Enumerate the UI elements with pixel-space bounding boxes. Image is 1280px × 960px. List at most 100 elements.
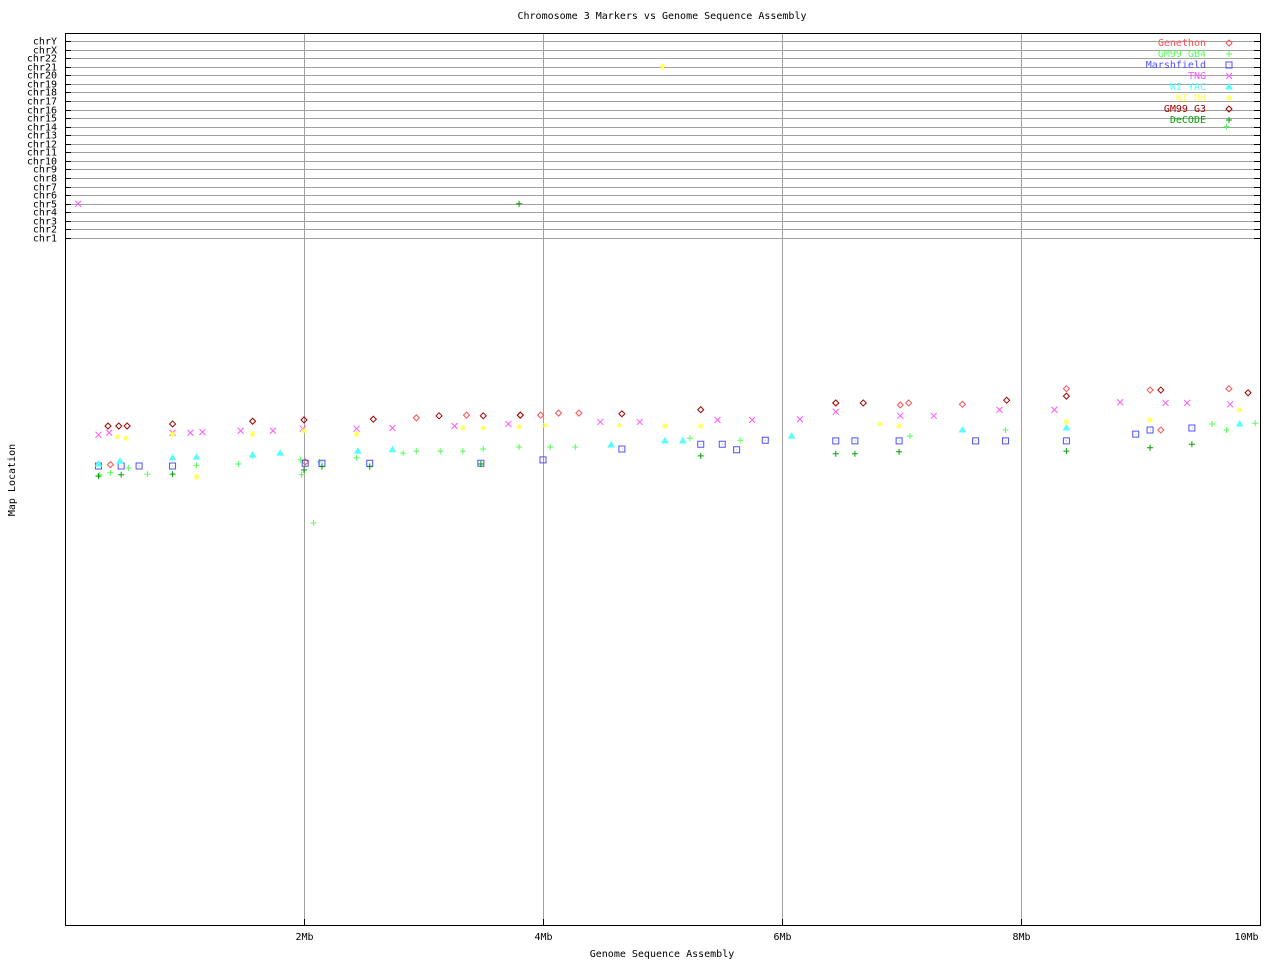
data-point [542,422,549,429]
data-point [536,411,545,419]
y-tick-label: chr21 [27,63,57,74]
data-point [169,471,176,478]
data-point [597,418,604,426]
data-point [1146,426,1154,434]
data-point [895,437,903,445]
data-point [1051,406,1058,414]
data-point [193,473,200,480]
data-point [437,448,444,455]
data-point [618,410,626,418]
data-point [697,452,704,459]
data-point [192,453,201,460]
data-point [310,519,317,526]
data-point [996,406,1003,414]
y-tick-label: chr5 [33,200,57,211]
data-point [661,422,668,429]
data-point [796,415,804,423]
data-point [106,460,115,469]
data-point [516,200,523,207]
data-point [575,409,583,417]
legend-label: DeCODE [1170,115,1206,126]
data-point [661,436,669,444]
data-point [276,449,284,456]
data-point [117,462,125,470]
data-point [1188,424,1196,432]
data-point [301,458,309,466]
series-gm99-gb4 [96,123,1259,526]
data-point [958,426,967,433]
data-point [300,416,308,424]
data-point [1252,420,1259,427]
data-point [904,399,913,407]
data-point [616,422,623,429]
y-tick-label: chr15 [27,114,57,125]
data-point [516,444,523,451]
data-point [169,431,176,438]
data-point [116,457,124,464]
plot-frame [65,33,1261,926]
data-point [659,63,666,70]
data-point [1223,427,1230,434]
y-tick-label: chrY [33,37,57,48]
data-point [187,429,194,437]
data-point [1157,426,1165,434]
legend-label: Genethon [1158,38,1206,49]
data-point [269,427,277,435]
data-point [1116,398,1124,406]
y-tick-label: chr4 [33,208,57,219]
data-point [516,411,525,419]
y-tick-label: chr20 [27,71,57,82]
data-point [237,427,245,435]
data-point [697,406,705,414]
data-point [851,450,858,457]
data-point [1209,420,1216,427]
data-point [1226,400,1234,408]
data-point [248,451,257,458]
legend-label: GM99 GB4 [1158,49,1206,60]
data-point [105,429,113,437]
data-point [389,424,396,432]
data-point [1223,123,1230,130]
data-point [122,435,129,442]
data-point [1147,416,1154,423]
x-tick-label: 6Mb [773,932,791,943]
data-point [906,433,913,440]
data-point [301,427,307,434]
data-point [479,412,487,420]
y-tick-label: chr2 [33,225,57,236]
data-point [353,447,362,454]
data-point [876,420,883,427]
data-point [480,425,487,432]
data-point [718,440,726,448]
data-point [353,425,360,433]
data-point [400,450,407,457]
data-point [318,463,325,470]
series-genethon [106,384,1233,469]
data-point [504,420,512,428]
data-point [697,422,704,429]
data-point [107,469,114,476]
data-point [462,411,471,419]
data-point [896,422,903,429]
series-marshfield [94,424,1196,470]
data-point [96,471,103,478]
data-point [618,445,626,453]
data-point [104,422,112,430]
y-tick-label: chr12 [27,140,57,151]
data-point [94,459,103,467]
data-point [832,437,840,445]
data-point [737,437,744,444]
x-tick-label: 8Mb [1012,932,1030,943]
data-point [896,401,905,409]
data-point [1147,444,1154,451]
data-point [1244,389,1252,397]
data-point [95,431,102,439]
data-point [477,460,484,467]
y-tick-label: chr10 [27,157,57,168]
legend-marker [1226,117,1232,123]
data-point [516,423,523,430]
data-point [115,422,123,430]
data-point [135,462,143,470]
legend-marker [1225,61,1233,69]
